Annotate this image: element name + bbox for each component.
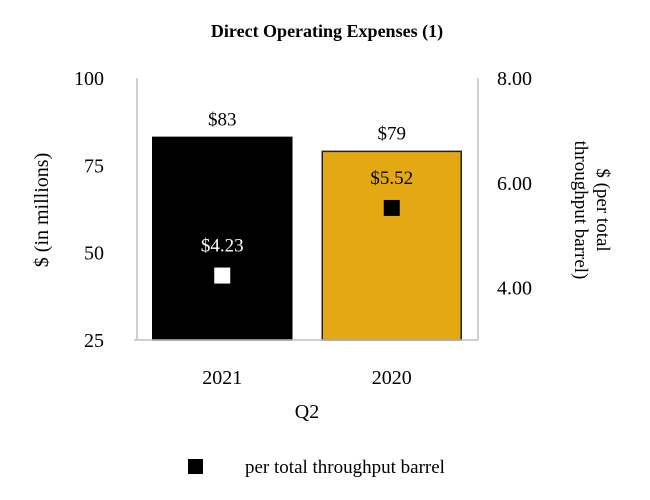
bar-data-label: $79 bbox=[378, 123, 407, 144]
y-tick-label: 50 bbox=[84, 243, 104, 265]
y-tick-label: 100 bbox=[74, 68, 104, 90]
point-2021 bbox=[214, 267, 231, 284]
point-data-label: $4.23 bbox=[201, 236, 244, 257]
x-tick-label: 2021 bbox=[202, 367, 242, 389]
legend: per total throughput barrel bbox=[188, 457, 445, 478]
bar-data-label: $83 bbox=[208, 109, 237, 130]
bar-2021 bbox=[152, 136, 293, 341]
x-axis-label: Q2 bbox=[295, 401, 319, 423]
legend-marker bbox=[188, 459, 203, 474]
chart-title: Direct Operating Expenses (1) bbox=[211, 21, 443, 42]
bar-2020 bbox=[321, 150, 462, 341]
y2-axis-label-line: throughput barrel) bbox=[570, 141, 591, 280]
point-2020 bbox=[383, 199, 400, 216]
y-tick-label: 25 bbox=[84, 330, 104, 352]
y-axis-label: $ (in millions) bbox=[31, 153, 53, 267]
y2-tick-label: 8.00 bbox=[497, 68, 532, 90]
x-tick-label: 2020 bbox=[372, 367, 412, 389]
y2-axis-label-line: $ (per total bbox=[592, 168, 613, 251]
y2-tick-label: 6.00 bbox=[497, 173, 532, 195]
y-tick-label: 75 bbox=[84, 155, 104, 177]
point-data-label: $5.52 bbox=[370, 168, 413, 189]
y2-tick-label: 4.00 bbox=[497, 278, 532, 300]
legend-label: per total throughput barrel bbox=[245, 457, 445, 478]
